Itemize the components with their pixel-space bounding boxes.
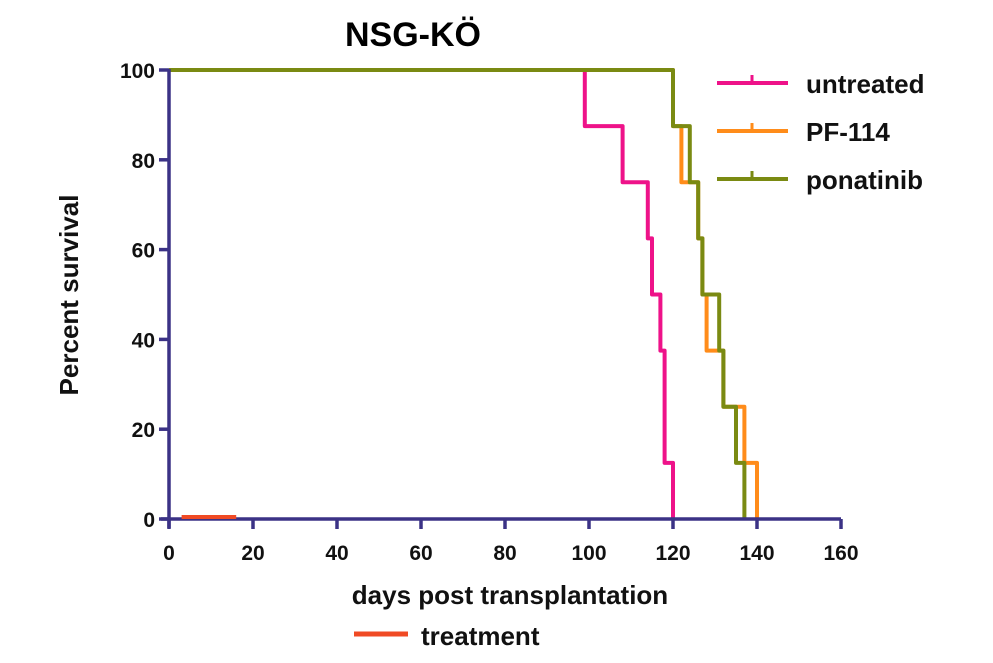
x-tick-label: 60 [409,542,432,565]
legend-item-ponatinib: ponatinib [717,165,923,195]
series-line-untreated [169,68,675,519]
legend-label: untreated [806,69,924,99]
series-line-ponatinib [169,68,747,519]
x-tick-label: 80 [493,542,516,565]
axes-layer: 0 20 40 60 80 100 0 20 40 60 80 100 120 140 160 [120,60,859,565]
series-line-pf-114 [169,68,759,519]
y-tick-label: 80 [132,150,155,173]
y-tick-label: 20 [132,419,155,442]
x-tick-label: 0 [163,542,175,565]
series-layer [169,68,759,519]
legend-item-pf-114: PF-114 [717,117,890,147]
y-tick-label: 60 [132,240,155,263]
x-tick-label: 120 [655,542,690,565]
x-tick-label: 140 [739,542,774,565]
x-axis-label: days post transplantation [352,580,668,610]
legend-item-untreated: untreated [717,69,924,99]
x-tick-label: 40 [325,542,348,565]
treatment-legend-label: treatment [421,621,540,651]
y-tick-label: 100 [120,60,155,83]
legend: untreated PF-114 ponatinib [717,69,924,195]
y-tick-label: 0 [143,509,155,532]
legend-label: PF-114 [806,117,890,147]
x-tick-label: 20 [241,542,264,565]
x-tick-label: 100 [571,542,606,565]
y-axis-label: Percent survival [54,195,84,396]
x-tick-label: 160 [823,542,858,565]
legend-label: ponatinib [806,165,923,195]
treatment-legend: treatment [354,621,540,651]
y-tick-label: 40 [132,329,155,352]
chart-title: NSG-KÖ [345,16,481,54]
